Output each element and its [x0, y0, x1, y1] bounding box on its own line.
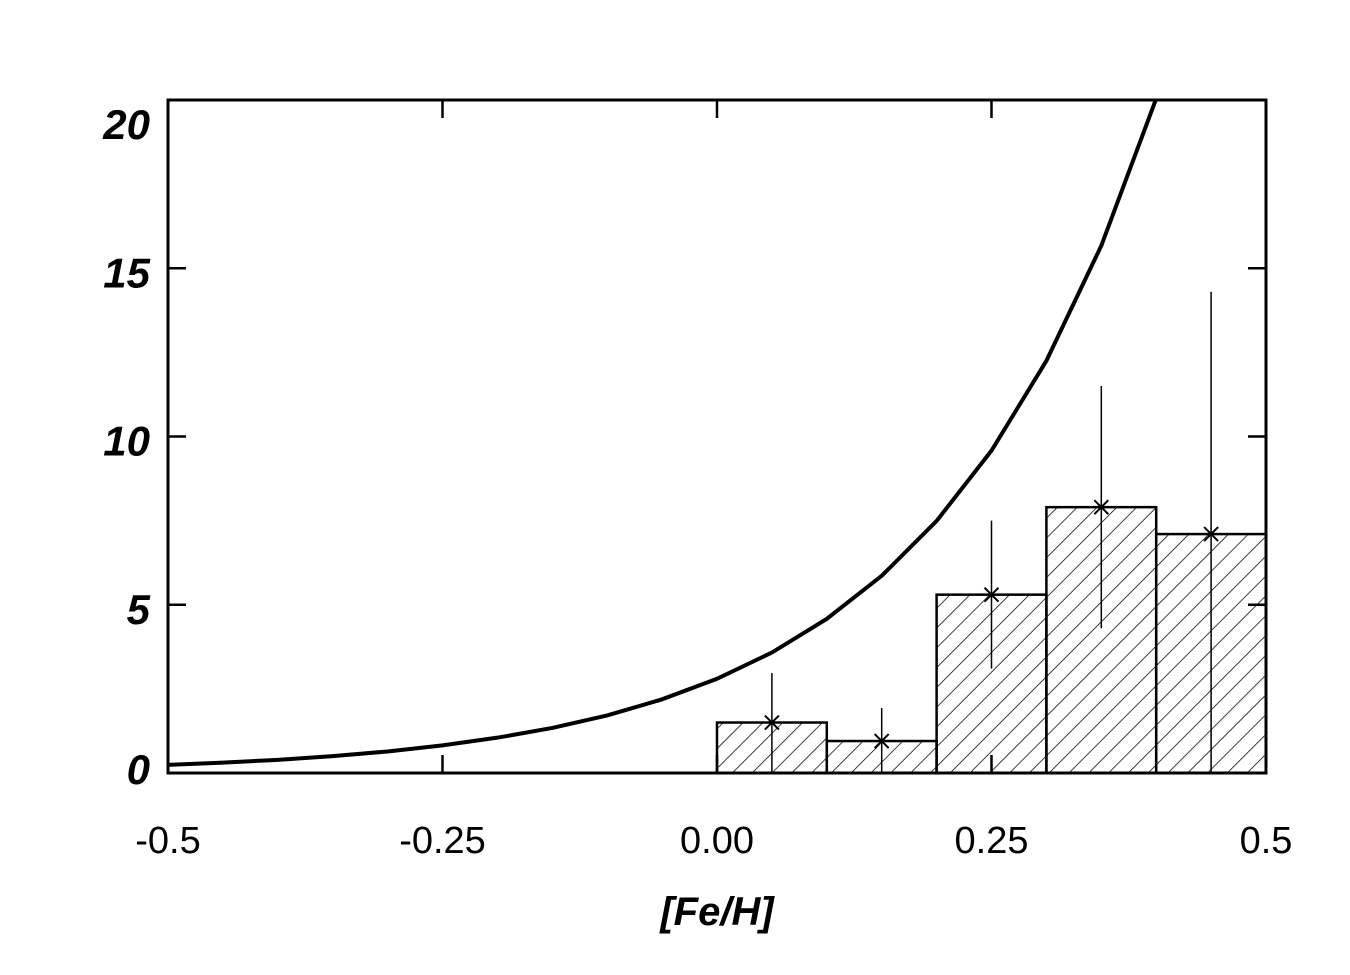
data-point	[764, 714, 780, 731]
plot-area	[168, 100, 1266, 773]
x-tick-label: -0.25	[399, 820, 486, 862]
y-tick-label: 5	[127, 586, 151, 633]
x-tick-label: 0.25	[955, 820, 1029, 862]
y-tick-label: 20	[102, 101, 150, 148]
y-tick-label: 10	[103, 418, 150, 465]
x-tick-label: -0.5	[135, 820, 200, 862]
model-curve	[168, 100, 1158, 767]
x-tick-label: 0.5	[1240, 820, 1293, 862]
data-point	[1203, 526, 1219, 542]
data-point	[983, 586, 1000, 603]
y-tick-label: 15	[103, 249, 150, 296]
data-point	[1093, 499, 1110, 515]
y-tick-label: 0	[127, 746, 150, 793]
x-axis-label: [Fe/H]	[658, 890, 775, 934]
data-point	[873, 733, 890, 749]
x-tick-label: 0.00	[680, 820, 754, 862]
